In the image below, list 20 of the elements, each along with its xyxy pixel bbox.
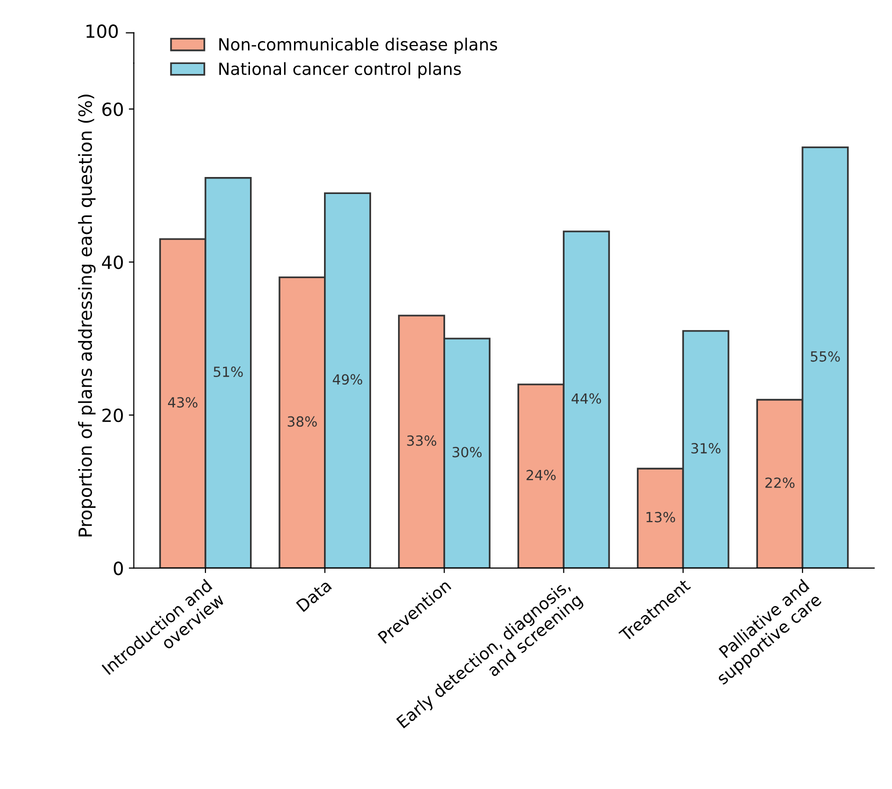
- y-tick-label: 40: [102, 256, 123, 270]
- data-label: 43%: [168, 397, 198, 408]
- y-axis-title: Proportion of plans addressing each question (%): [78, 94, 96, 536]
- data-label: 13%: [646, 512, 676, 522]
- y-tick-label: 20: [102, 408, 123, 422]
- legend-label: National cancer control plans: [219, 62, 461, 78]
- y-tick-label: 0: [114, 562, 123, 576]
- data-label: 33%: [407, 435, 436, 446]
- data-label: 49%: [332, 374, 362, 385]
- data-label: 51%: [214, 366, 243, 378]
- data-label: 44%: [572, 393, 602, 404]
- data-label: 30%: [452, 446, 482, 458]
- text: 100: [86, 24, 118, 38]
- y-tick-label: 60: [102, 102, 123, 116]
- data-label: 24%: [526, 470, 556, 480]
- data-label: 22%: [765, 477, 794, 488]
- legend-label: Non-communicable disease plans: [219, 38, 498, 54]
- data-label: 38%: [288, 416, 317, 427]
- data-label: 55%: [810, 351, 840, 362]
- data-label: 31%: [691, 443, 720, 454]
